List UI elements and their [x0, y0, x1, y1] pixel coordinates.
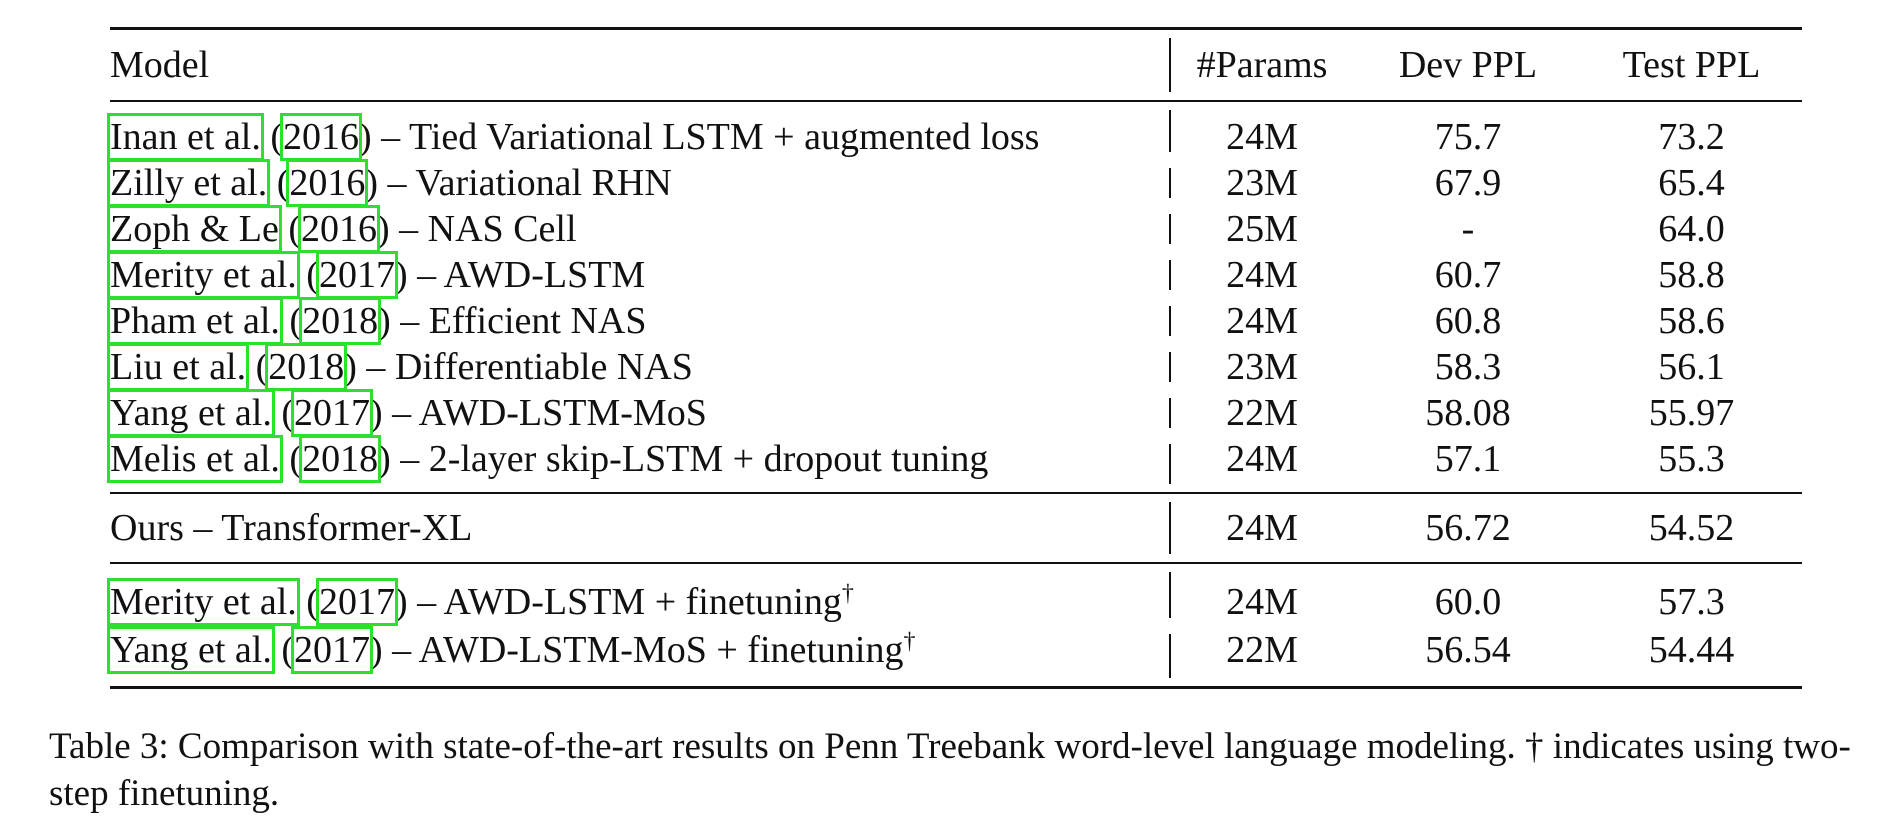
dev-ppl-cell: 67.9	[1434, 162, 1502, 204]
test-ppl-cell: 55.3	[1658, 438, 1725, 480]
dev-ppl-cell: 56.54	[1425, 629, 1511, 671]
model-description: ) – AWD-LSTM	[394, 254, 646, 296]
model-cell: Yang et al. (2017) – AWD-LSTM-MoS	[107, 389, 707, 437]
params-cell: 24M	[1226, 300, 1298, 342]
table-caption: Table 3: Comparison with state-of-the-ar…	[49, 726, 1851, 814]
citation-author-link[interactable]: Zoph & Le	[107, 205, 282, 253]
citation-author-link[interactable]: Liu et al.	[106, 343, 250, 391]
params-cell: 24M	[1226, 581, 1298, 623]
test-ppl-cell: 58.6	[1658, 300, 1725, 342]
header-params: #Params	[1196, 44, 1328, 86]
dev-ppl-cell: 57.1	[1434, 438, 1502, 480]
test-ppl-cell: 56.1	[1658, 346, 1725, 388]
table-row: Merity et al. (2017) – AWD-LSTM + finetu…	[107, 563, 1802, 626]
header-dev-ppl: Dev PPL	[1398, 44, 1538, 86]
header-test-ppl: Test PPL	[1622, 44, 1761, 86]
model-cell: Liu et al. (2018) – Differentiable NAS	[106, 343, 693, 391]
model-description: ) – 2-layer skip-LSTM + dropout tuning	[378, 438, 989, 480]
model-description: ) – NAS Cell	[377, 208, 577, 250]
citation-author-link[interactable]: Merity et al.	[107, 251, 300, 299]
dev-ppl-cell: 56.72	[1425, 507, 1511, 549]
dev-ppl-cell: -	[1461, 208, 1475, 250]
dev-ppl-cell: 58.08	[1425, 392, 1511, 434]
citation-author-link[interactable]: Yang et al.	[107, 626, 275, 674]
dagger-mark: †	[903, 628, 916, 655]
dev-ppl-cell: 60.7	[1434, 254, 1502, 296]
table-row: Yang et al. (2017) – AWD-LSTM-MoS 22M 58…	[107, 389, 1802, 437]
citation-year-link[interactable]: 2018	[265, 343, 348, 391]
table-row: Merity et al. (2017) – AWD-LSTM 24M 60.7…	[107, 251, 1802, 299]
citation-author-link[interactable]: Pham et al.	[107, 297, 283, 345]
table-row: Zoph & Le (2016) – NAS Cell 25M - 64.0	[107, 205, 1802, 253]
model-cell: Merity et al. (2017) – AWD-LSTM + finetu…	[107, 578, 854, 626]
dev-ppl-cell: 60.0	[1434, 581, 1502, 623]
model-cell: Inan et al. (2016) – Tied Variational LS…	[107, 113, 1040, 161]
citation-year-link[interactable]: 2016	[280, 113, 363, 161]
table-row: Inan et al. (2016) – Tied Variational LS…	[107, 101, 1802, 161]
citation-author-link[interactable]: Zilly et al.	[106, 159, 271, 207]
model-cell: Pham et al. (2018) – Efficient NAS	[107, 297, 647, 345]
citation-year-link[interactable]: 2016	[298, 205, 381, 253]
citation-year-link[interactable]: 2017	[291, 389, 374, 437]
results-table: Model #Params Dev PPL Test PPL Inan et a…	[106, 27, 1802, 689]
model-description: ) – Variational RHN	[365, 162, 672, 204]
header-model: Model	[110, 44, 210, 86]
citation-year-link[interactable]: 2017	[315, 251, 398, 299]
test-ppl-cell: 58.8	[1658, 254, 1725, 296]
params-cell: 24M	[1226, 116, 1298, 158]
test-ppl-cell: 54.52	[1648, 507, 1735, 549]
dev-ppl-cell: 58.3	[1434, 346, 1502, 388]
model-cell: Yang et al. (2017) – AWD-LSTM-MoS + fine…	[107, 626, 916, 674]
params-cell: 24M	[1226, 507, 1298, 549]
params-cell: 23M	[1226, 162, 1298, 204]
ours-row: Ours – Transformer-XL 24M 56.72 54.52	[110, 493, 1802, 563]
citation-author-link[interactable]: Inan et al.	[107, 113, 264, 161]
dev-ppl-cell: 75.7	[1434, 116, 1502, 158]
model-cell: Melis et al. (2018) – 2-layer skip-LSTM …	[107, 435, 989, 483]
model-description: ) – Differentiable NAS	[344, 346, 693, 388]
citation-author-link[interactable]: Melis et al.	[107, 435, 283, 483]
params-cell: 22M	[1226, 392, 1298, 434]
params-cell: 24M	[1226, 254, 1298, 296]
test-ppl-cell: 55.97	[1648, 392, 1735, 434]
model-cell: Zilly et al. (2016) – Variational RHN	[106, 159, 672, 207]
model-description: ) – Tied Variational LSTM + augmented lo…	[359, 116, 1040, 158]
dev-ppl-cell: 60.8	[1434, 300, 1502, 342]
results-table-container: Model #Params Dev PPL Test PPL Inan et a…	[106, 27, 1802, 689]
table-row: Pham et al. (2018) – Efficient NAS 24M 6…	[107, 297, 1802, 345]
citation-year-link[interactable]: 2018	[299, 435, 382, 483]
table-row: Yang et al. (2017) – AWD-LSTM-MoS + fine…	[107, 626, 1802, 688]
test-ppl-cell: 65.4	[1658, 162, 1725, 204]
citation-author-link[interactable]: Merity et al.	[107, 578, 300, 626]
test-ppl-cell: 73.2	[1658, 116, 1725, 158]
model-cell: Merity et al. (2017) – AWD-LSTM	[107, 251, 646, 299]
citation-author-link[interactable]: Yang et al.	[107, 389, 275, 437]
params-cell: 24M	[1226, 438, 1298, 480]
citation-year-link[interactable]: 2017	[315, 578, 398, 626]
test-ppl-cell: 54.44	[1648, 629, 1735, 671]
model-description: ) – AWD-LSTM-MoS + finetuning	[370, 629, 904, 671]
test-ppl-cell: 64.0	[1658, 208, 1725, 250]
model-description: ) – Efficient NAS	[378, 300, 647, 342]
header-row: Model #Params Dev PPL Test PPL	[110, 28, 1802, 102]
model-cell: Zoph & Le (2016) – NAS Cell	[107, 205, 577, 253]
params-cell: 25M	[1226, 208, 1298, 250]
params-cell: 22M	[1226, 629, 1298, 671]
ours-model-cell: Ours – Transformer-XL	[110, 507, 473, 549]
citation-year-link[interactable]: 2017	[291, 626, 374, 674]
model-description: ) – AWD-LSTM-MoS	[370, 392, 707, 434]
dagger-mark: †	[841, 580, 854, 607]
table-row: Zilly et al. (2016) – Variational RHN 23…	[106, 159, 1802, 207]
table-row: Melis et al. (2018) – 2-layer skip-LSTM …	[107, 435, 1802, 493]
params-cell: 23M	[1226, 346, 1298, 388]
citation-year-link[interactable]: 2016	[286, 159, 369, 207]
model-description: ) – AWD-LSTM + finetuning	[394, 581, 842, 623]
test-ppl-cell: 57.3	[1658, 581, 1725, 623]
citation-year-link[interactable]: 2018	[299, 297, 382, 345]
table-row: Liu et al. (2018) – Differentiable NAS 2…	[106, 343, 1802, 391]
